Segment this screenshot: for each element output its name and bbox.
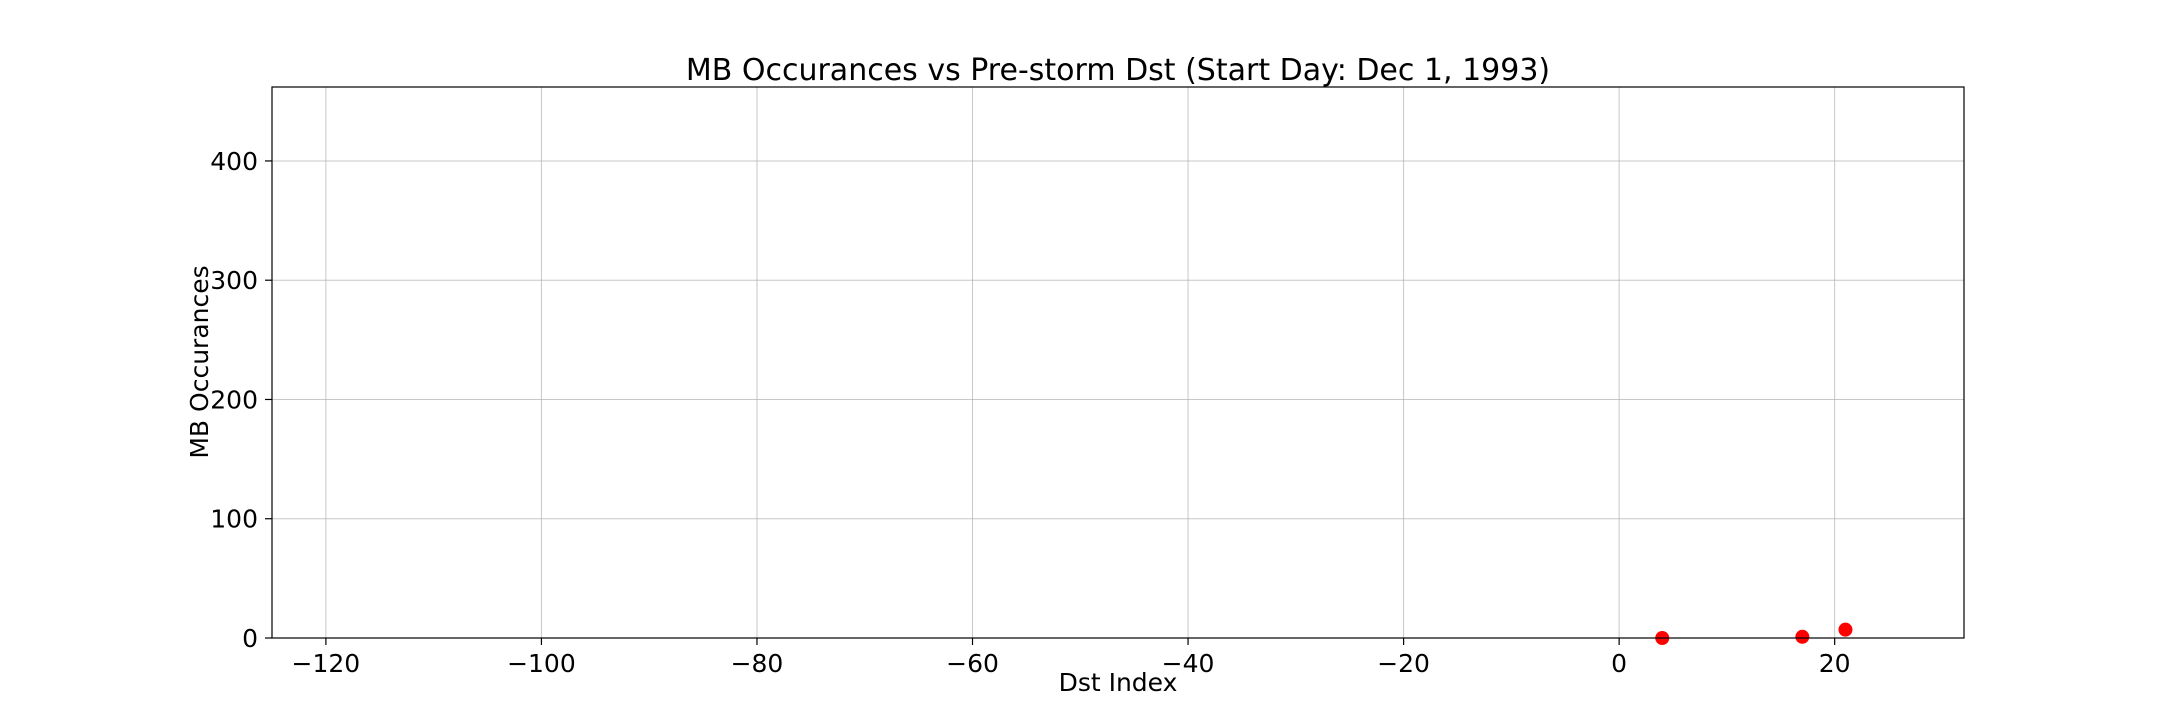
x-tick-label: −60 (946, 649, 999, 678)
x-tick-label: −100 (507, 649, 576, 678)
x-axis-label: Dst Index (1059, 668, 1178, 697)
x-tick-label: −80 (731, 649, 784, 678)
data-point (1838, 622, 1853, 637)
data-point (1795, 629, 1810, 644)
data-points (1655, 622, 1853, 645)
y-tick-label: 0 (242, 624, 258, 653)
x-tick-label: 20 (1819, 649, 1851, 678)
y-axis-label: MB Occurances (185, 265, 214, 458)
y-tick-label: 100 (210, 505, 258, 534)
y-axis-ticks: 0 100 200 300 400 (210, 147, 272, 653)
x-tick-label: −40 (1162, 649, 1215, 678)
y-tick-label: 400 (210, 147, 258, 176)
y-tick-label: 300 (210, 266, 258, 295)
x-axis-ticks: −120 −100 −80 −60 −40 −20 0 20 (292, 638, 1851, 678)
y-tick-label: 200 (210, 385, 258, 414)
x-tick-label: −20 (1377, 649, 1430, 678)
plot-frame (271, 86, 1965, 639)
grid (272, 87, 1964, 639)
chart-title: MB Occurances vs Pre-storm Dst (Start Da… (686, 53, 1550, 88)
x-tick-label: 0 (1611, 649, 1627, 678)
x-tick-label: −120 (292, 649, 361, 678)
